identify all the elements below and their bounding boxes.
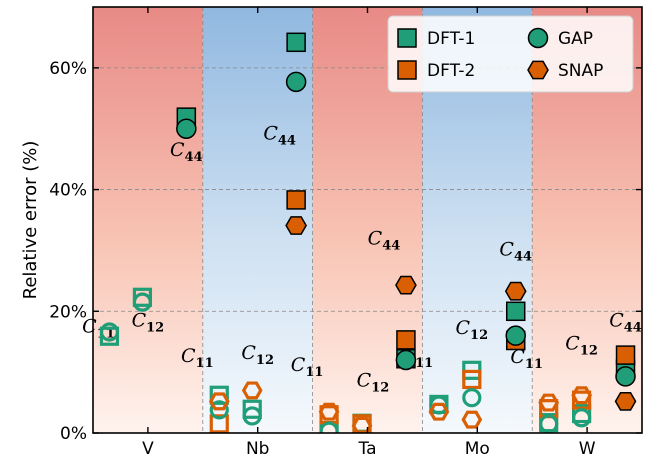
annotation-c11-nb: C11	[181, 345, 214, 371]
legend: DFT-1 GAP DFT-2 SNAP	[387, 15, 634, 93]
point-gap-mo	[462, 388, 482, 408]
annotation-c12-ta: C12	[357, 370, 390, 396]
annotation-c44-w: C44	[609, 310, 642, 336]
point-gap-w	[539, 414, 559, 433]
legend-marker-snap	[527, 60, 549, 80]
point-gap-v	[99, 322, 120, 342]
y-tick-label: 40%	[49, 181, 87, 201]
point-snap-ta	[351, 416, 373, 433]
x-tick-label-v: V	[142, 439, 154, 459]
point-snap-mo	[461, 410, 483, 429]
x-tick-label-nb: Nb	[246, 439, 270, 459]
point-snap-nb	[241, 381, 263, 400]
point-snap-ta	[318, 402, 340, 421]
point-gap-nb	[242, 406, 262, 426]
point-snap-w	[614, 391, 637, 411]
point-dft-2-nb	[209, 414, 229, 433]
point-gap-w	[615, 366, 636, 387]
annotation-c12-nb: C12	[241, 342, 274, 368]
point-dft-1-nb	[286, 32, 306, 53]
legend-label-dft-2: DFT-2	[427, 61, 475, 81]
y-tick-label: 20%	[49, 302, 87, 322]
axes: 0% 20% 40% 60% V Nb Ta Mo W	[49, 7, 642, 459]
point-snap-ta	[395, 275, 417, 295]
point-snap-w	[538, 393, 560, 412]
x-tick-label-ta: Ta	[358, 439, 377, 459]
point-dft-2-w	[615, 345, 636, 365]
legend-box	[387, 15, 634, 93]
annotation-c44-ta: C44	[368, 227, 401, 253]
point-snap-nb	[285, 216, 307, 235]
annotation-c12-v: C12	[132, 310, 165, 336]
point-gap-w	[572, 408, 592, 428]
point-snap-mo	[504, 281, 527, 301]
legend-marker-dft-2	[397, 60, 417, 80]
point-dft-2-ta	[396, 330, 416, 350]
annotation-c44-v: C44	[170, 139, 203, 165]
point-gap-v	[132, 292, 153, 312]
x-tick-label-w: W	[579, 439, 596, 459]
point-snap-mo	[428, 402, 450, 421]
data-markers	[99, 32, 637, 433]
y-tick-label: 0%	[60, 424, 87, 444]
point-gap-mo	[429, 395, 449, 415]
annotation-c44-nb: C44	[263, 123, 296, 149]
point-gap-nb	[209, 400, 229, 420]
legend-marker-dft-1	[397, 28, 417, 48]
point-dft-2-mo	[462, 369, 482, 390]
annotation-c11-w: C11	[510, 346, 543, 372]
annotation-c44-mo: C44	[499, 238, 532, 264]
legend-label-snap: SNAP	[558, 61, 603, 81]
point-gap-v	[176, 118, 197, 139]
point-gap-nb	[285, 71, 307, 93]
point-dft-1-nb	[242, 399, 262, 419]
y-axis-label: Relative error (%)	[20, 141, 41, 300]
point-dft-1-mo	[505, 301, 526, 322]
x-tick-label-mo: Mo	[465, 439, 490, 459]
point-dft-2-w	[572, 390, 592, 410]
annotation-c11-ta: C11	[291, 354, 324, 380]
band-v	[93, 7, 203, 433]
y-tick-label: 60%	[49, 59, 87, 79]
annotation-c12-w: C12	[565, 333, 598, 359]
point-gap-mo	[505, 325, 526, 346]
point-gap-ta	[319, 421, 339, 433]
point-snap-nb	[208, 392, 230, 411]
legend-label-gap: GAP	[558, 29, 593, 49]
legend-marker-gap	[527, 27, 549, 49]
point-dft-2-nb	[286, 190, 306, 210]
point-snap-w	[571, 386, 592, 405]
annotation-c12-mo: C12	[455, 317, 488, 343]
legend-label-dft-1: DFT-1	[427, 29, 475, 49]
point-gap-ta	[395, 349, 417, 371]
